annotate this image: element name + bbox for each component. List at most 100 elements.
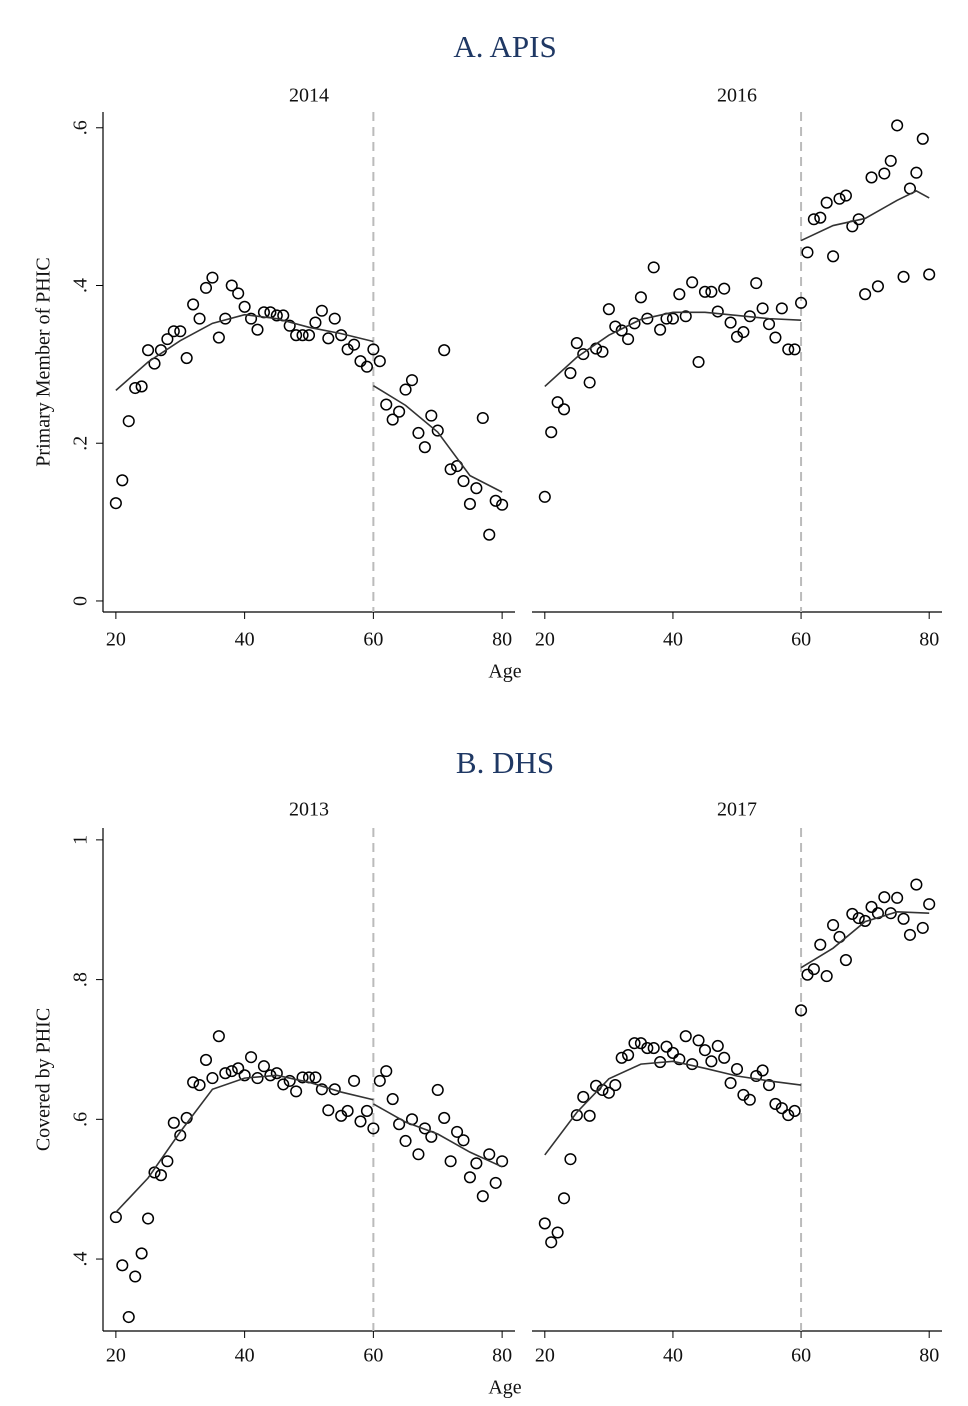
panel-year: 2013 (289, 799, 329, 821)
data-point (142, 344, 155, 357)
data-point (386, 1093, 399, 1106)
data-point (865, 900, 878, 913)
data-point (438, 1111, 451, 1124)
data-point (615, 324, 628, 337)
data-point (878, 167, 891, 180)
panel-year: 2016 (717, 85, 757, 107)
data-point (641, 1042, 654, 1055)
y-tick-label: 1 (70, 835, 92, 845)
data-point (174, 325, 187, 338)
data-point (380, 1065, 393, 1078)
data-point (865, 171, 878, 184)
panel-title: A. APIS (453, 29, 556, 64)
x-tick-label: 40 (663, 1345, 683, 1367)
data-point (577, 348, 590, 361)
data-point (538, 490, 551, 503)
data-point (212, 331, 225, 344)
data-point (673, 1053, 686, 1066)
data-point (570, 1109, 583, 1122)
data-point (538, 1217, 551, 1230)
data-point (705, 285, 718, 298)
y-tick-label: .4 (70, 278, 92, 293)
data-point (277, 1078, 290, 1091)
data-point (923, 268, 936, 281)
data-point (161, 333, 174, 346)
x-axis-label: Age (488, 1377, 521, 1399)
data-point (897, 270, 910, 283)
data-point (647, 1042, 660, 1055)
data-point (923, 898, 936, 911)
data-point (154, 1169, 167, 1182)
data-point (692, 1034, 705, 1047)
data-point (483, 528, 496, 541)
data-point (206, 1072, 219, 1085)
data-point (602, 1086, 615, 1099)
data-point (302, 329, 316, 342)
data-point (309, 1071, 322, 1084)
data-point (264, 306, 277, 319)
data-point (341, 1104, 354, 1117)
data-point (373, 1074, 386, 1087)
data-point (724, 1076, 737, 1090)
x-tick-label: 20 (106, 629, 126, 651)
x-tick-label: 80 (919, 629, 939, 651)
data-point (807, 213, 820, 226)
data-point (737, 325, 750, 339)
fit-line (544, 189, 930, 388)
x-tick-label: 40 (663, 629, 683, 651)
data-point (199, 281, 213, 294)
data-point (916, 132, 929, 145)
data-point (386, 413, 399, 426)
data-point (270, 1067, 283, 1080)
data-point (161, 1155, 174, 1168)
data-point (225, 1065, 238, 1078)
data-point (212, 1030, 225, 1043)
data-point (412, 1148, 425, 1161)
data-point (910, 878, 923, 891)
x-tick-label: 60 (791, 629, 811, 651)
data-point (296, 1071, 309, 1084)
data-point (859, 288, 872, 301)
data-point (596, 345, 609, 358)
data-point (769, 331, 782, 344)
data-point (290, 1085, 303, 1098)
data-point (232, 287, 245, 300)
data-point (348, 338, 361, 351)
data-point (891, 891, 904, 904)
data-point (135, 380, 148, 393)
data-point (743, 1093, 756, 1106)
data-point (476, 411, 489, 425)
data-point (775, 1102, 788, 1115)
data-point (833, 192, 846, 205)
data-point (839, 953, 852, 967)
data-point (557, 403, 571, 416)
data-point (801, 968, 814, 981)
data-point (801, 246, 814, 259)
data-point (167, 325, 180, 338)
data-point (367, 343, 380, 356)
data-point (814, 938, 827, 951)
y-tick-label: .6 (70, 120, 92, 135)
data-point (322, 1104, 335, 1117)
data-point (871, 280, 884, 293)
data-point (634, 291, 647, 304)
data-point (360, 1104, 373, 1117)
data-point (698, 1044, 712, 1057)
data-point (328, 312, 341, 325)
data-point (686, 276, 699, 289)
data-point (283, 1074, 296, 1087)
data-point (852, 912, 865, 925)
y-tick-label: .2 (70, 436, 92, 451)
data-point (476, 1190, 489, 1203)
data-point (769, 1097, 782, 1111)
x-tick-label: 60 (363, 1345, 383, 1367)
data-point (373, 355, 386, 368)
data-point (418, 441, 431, 454)
data-point (564, 366, 577, 380)
data-point (820, 970, 833, 983)
data-point (756, 302, 769, 315)
x-axis-label: Age (488, 661, 521, 683)
data-point (711, 305, 724, 318)
y-tick-label: 0 (70, 596, 92, 606)
x-tick-label: 20 (106, 1345, 126, 1367)
